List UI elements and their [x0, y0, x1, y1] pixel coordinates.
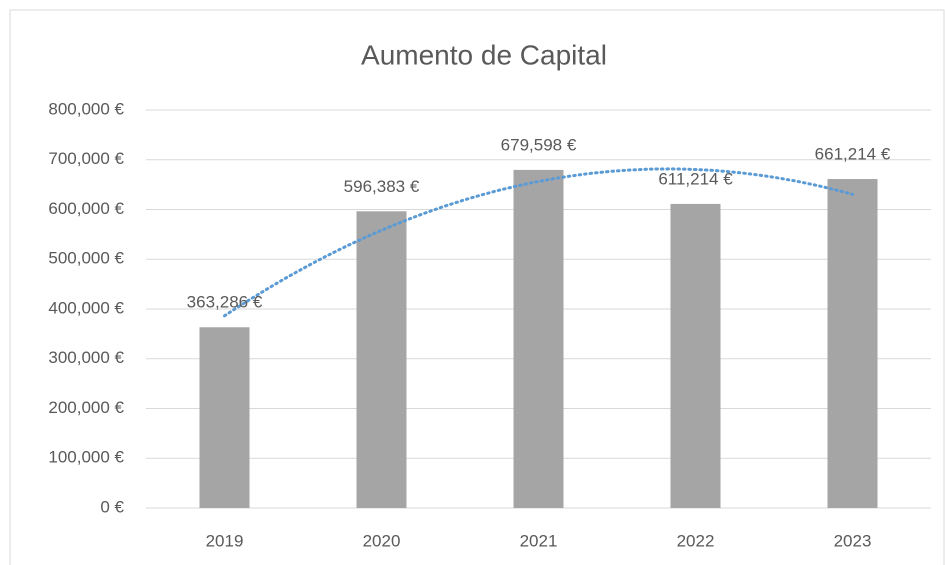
y-tick-label: 800,000 € [48, 99, 124, 118]
y-tick-label: 200,000 € [48, 398, 124, 417]
y-tick-label: 100,000 € [48, 448, 124, 467]
data-label: 363,286 € [187, 293, 263, 312]
x-tick-label: 2021 [520, 531, 558, 550]
bar [199, 327, 250, 508]
trendline [223, 167, 854, 318]
bar [670, 203, 721, 509]
bar [513, 169, 564, 508]
x-tick-label: 2023 [834, 531, 872, 550]
y-tick-label: 0 € [100, 497, 124, 516]
data-label: 661,214 € [815, 145, 891, 164]
chart-border [9, 9, 945, 565]
data-label: 611,214 € [658, 169, 733, 188]
x-tick-label: 2020 [363, 531, 401, 550]
data-label: 679,598 € [501, 135, 577, 154]
chart-title: Aumento de Capital [361, 39, 607, 70]
y-tick-label: 300,000 € [48, 348, 124, 367]
y-tick-label: 600,000 € [48, 199, 124, 218]
y-tick-label: 700,000 € [48, 149, 124, 168]
y-tick-label: 500,000 € [48, 249, 124, 268]
bar [827, 179, 878, 509]
bar [356, 211, 407, 509]
x-tick-label: 2022 [677, 531, 715, 550]
x-tick-label: 2019 [206, 531, 244, 550]
data-label: 596,383 € [344, 177, 420, 196]
y-tick-label: 400,000 € [48, 298, 124, 317]
